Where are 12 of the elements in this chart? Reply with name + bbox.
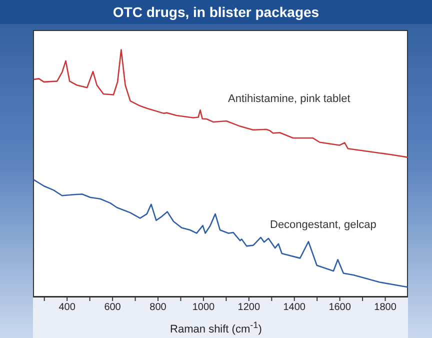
x-tick-label: 1200 xyxy=(238,302,260,314)
series-label: Antihistamine, pink tablet xyxy=(228,93,350,105)
x-tick-label: 600 xyxy=(104,302,122,314)
x-tick-label: 1800 xyxy=(374,302,397,314)
x-tick-label: 800 xyxy=(150,302,167,314)
series-label: Decongestant, gelcap xyxy=(270,219,376,231)
x-tick-label: 400 xyxy=(58,302,76,314)
x-tick-label: 1000 xyxy=(192,302,216,314)
x-tick-label: 1600 xyxy=(328,302,352,314)
x-axis-title: Raman shift (cm$^{-1}$) xyxy=(169,320,263,336)
x-tick-label: 1400 xyxy=(283,302,306,314)
chart-title: OTC drugs, in blister packages xyxy=(0,0,432,24)
